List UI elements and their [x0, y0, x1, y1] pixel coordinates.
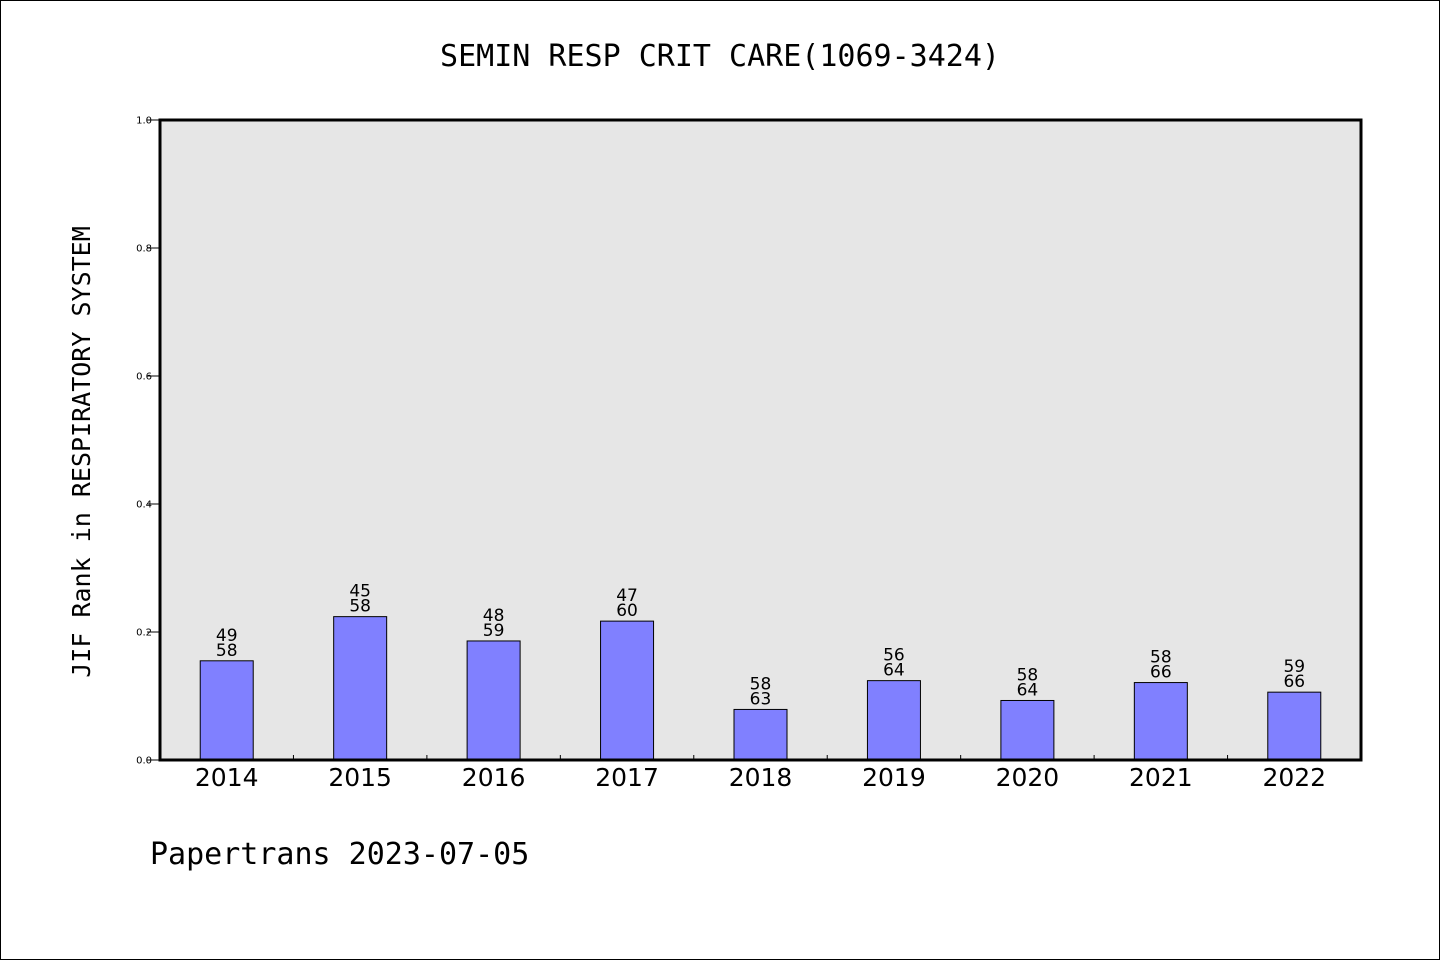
y-tick-label: 0.4	[136, 500, 152, 511]
rank-label-2021: 58	[1150, 648, 1172, 668]
plot-border	[158, 118, 1363, 762]
x-tick-label-2016: 2016	[462, 763, 526, 792]
total-label-2019: 64	[883, 661, 905, 681]
total-label-2018: 63	[750, 689, 772, 709]
total-label-2014: 58	[216, 641, 238, 661]
bar-2015	[333, 616, 388, 761]
total-label-2020: 64	[1017, 680, 1039, 700]
bar-2022	[1267, 691, 1322, 761]
total-label-2021: 66	[1150, 663, 1172, 683]
rank-label-2018: 58	[750, 674, 772, 694]
bar-2021	[1133, 682, 1188, 761]
bar-2017	[600, 620, 655, 761]
ticks-group: 0.0 0.2 0.4 0.6 0.8 1.0 2014 2015 2016 2017 2018 20…	[136, 116, 1326, 793]
total-label-2017: 60	[616, 601, 638, 621]
x-tick-label-2014: 2014	[195, 763, 259, 792]
rank-label-2015: 45	[349, 582, 371, 602]
x-tick-label-2017: 2017	[595, 763, 659, 792]
total-label-2022: 66	[1283, 672, 1305, 692]
bar-2016	[466, 640, 521, 761]
total-label-2015: 58	[349, 597, 371, 617]
bar-2018	[733, 708, 788, 761]
chart-title: SEMIN RESP CRIT CARE(1069-3424)	[440, 39, 1000, 74]
bar-2014	[199, 660, 254, 761]
x-tick-label-2021: 2021	[1129, 763, 1193, 792]
y-tick-label: 0.6	[136, 372, 152, 383]
rank-label-2016: 48	[483, 606, 505, 626]
y-axis-label: JIF Rank in RESPIRATORY SYSTEM	[67, 226, 96, 678]
rank-label-2022: 59	[1283, 657, 1305, 677]
x-tick-label-2020: 2020	[996, 763, 1060, 792]
y-tick-label: 0.0	[136, 756, 152, 767]
x-tick-label-2018: 2018	[729, 763, 793, 792]
footer-text: Papertrans 2023-07-05	[150, 837, 529, 872]
bar-2019	[866, 680, 921, 761]
total-label-2016: 59	[483, 621, 505, 641]
x-tick-label-2022: 2022	[1262, 763, 1326, 792]
y-tick-label: 1.0	[136, 116, 152, 127]
bar-2020	[1000, 699, 1055, 761]
x-tick-label-2015: 2015	[328, 763, 392, 792]
x-tick-label-2019: 2019	[862, 763, 926, 792]
rank-label-2020: 58	[1017, 665, 1039, 685]
y-tick-label: 0.2	[136, 628, 152, 639]
y-tick-label: 0.8	[136, 244, 152, 255]
rank-label-2017: 47	[616, 586, 638, 606]
rank-label-2014: 49	[216, 626, 238, 646]
rank-label-2019: 56	[883, 646, 905, 666]
